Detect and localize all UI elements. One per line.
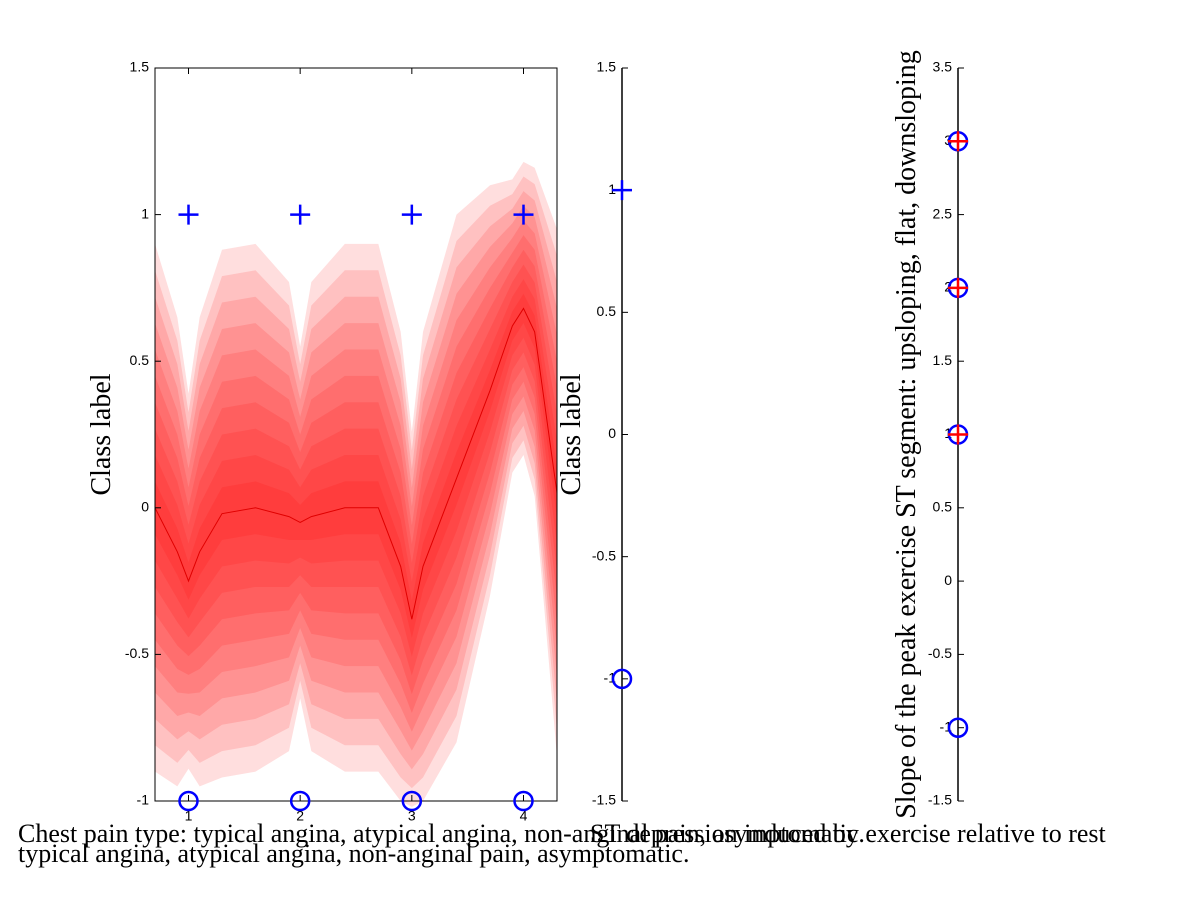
y-tick-label: -0.5 (125, 645, 149, 661)
uncertainty-band (155, 293, 557, 638)
y-tick-label: 1.5 (597, 59, 617, 75)
circle-marker (947, 717, 969, 738)
y-tick-label: 0 (944, 572, 952, 588)
uncertainty-band (155, 176, 557, 789)
x-tick-label: 4 (520, 808, 528, 824)
y-tick-label: 1 (141, 205, 149, 221)
x-axis-label: Chest pain type: typical angina, atypica… (18, 819, 865, 848)
y-tick-label: 0.5 (597, 303, 617, 319)
y-tick-label: 1.5 (130, 59, 150, 75)
x-axis-label: typical angina, atypical angina, non-ang… (18, 839, 689, 868)
plus-marker (948, 131, 968, 152)
circle-marker (513, 790, 534, 812)
uncertainty-band (155, 279, 557, 657)
y-tick-label: -0.5 (592, 547, 616, 563)
circle-marker (401, 790, 423, 812)
uncertainty-band (155, 161, 557, 807)
circle-marker (289, 790, 311, 812)
plus-marker (948, 424, 968, 445)
uncertainty-band (155, 235, 557, 714)
y-axis-label: Slope of the peak exercise ST segment: u… (891, 50, 922, 819)
plus-marker (612, 180, 632, 201)
y-tick-label: 3.5 (933, 59, 953, 75)
y-tick-label: 1.5 (933, 352, 953, 368)
y-tick-label: -0.5 (928, 645, 952, 661)
x-tick-label: 2 (296, 808, 304, 824)
y-tick-label: 0 (141, 499, 149, 515)
uncertainty-band (155, 205, 557, 751)
y-tick-label: 2.5 (933, 205, 953, 221)
uncertainty-band (155, 191, 557, 770)
plus-marker (178, 204, 199, 225)
uncertainty-band (155, 264, 557, 676)
y-axis-label: Class label (556, 373, 587, 495)
circle-marker (611, 668, 633, 690)
y-tick-label: -1.5 (592, 792, 616, 808)
y-axis-label: Class label (86, 373, 117, 495)
x-axis-label: ST depression induced by exercise relati… (590, 819, 1107, 848)
y-tick-label: -1.5 (928, 792, 952, 808)
axes-box (154, 67, 558, 802)
mean-line (154, 307, 558, 620)
y-tick-label: 1 (608, 181, 616, 197)
y-tick-label: 0 (608, 425, 616, 441)
uncertainty-band (155, 249, 557, 695)
plus-marker (513, 204, 534, 225)
y-tick-label: 0.5 (933, 499, 953, 515)
y-tick-label: -1 (137, 792, 150, 808)
y-tick-label: 0.5 (130, 352, 150, 368)
plus-marker (948, 277, 968, 298)
x-tick-label: 3 (408, 808, 416, 824)
plus-marker (290, 204, 311, 225)
circle-marker (178, 790, 199, 812)
plus-marker (401, 204, 422, 225)
x-tick-label: 1 (185, 808, 193, 824)
uncertainty-band (155, 220, 557, 732)
